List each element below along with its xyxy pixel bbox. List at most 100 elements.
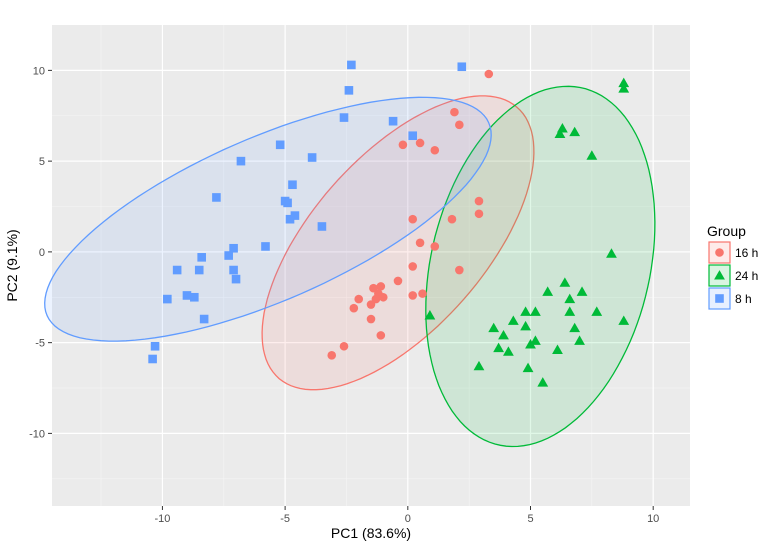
data-point-square <box>275 140 285 150</box>
data-point-circle <box>484 69 494 79</box>
data-point-triangle <box>473 360 485 371</box>
data-point-square <box>190 292 199 302</box>
legend: Group 16 h 24 h 8 h <box>707 223 758 310</box>
data-point-square <box>283 198 292 208</box>
y-tick-label: -10 <box>29 428 45 440</box>
x-tick-label: -10 <box>154 513 170 525</box>
data-point-circle <box>398 140 408 150</box>
data-point-square <box>285 214 295 224</box>
data-point-circle <box>349 303 359 313</box>
data-point-circle <box>415 238 425 248</box>
confidence-ellipse-2 <box>425 85 656 448</box>
data-point-triangle <box>520 306 531 316</box>
data-point-square <box>288 180 297 190</box>
data-point-square <box>307 153 317 162</box>
legend-marker-square <box>715 294 724 303</box>
data-point-triangle <box>569 322 581 333</box>
y-tick-label: -5 <box>35 338 45 350</box>
data-point-square <box>344 86 354 95</box>
data-point-triangle <box>503 346 514 356</box>
data-point-circle <box>418 289 427 298</box>
data-point-square <box>199 314 209 324</box>
data-point-triangle <box>537 377 549 387</box>
x-tick-label: -5 <box>280 513 290 525</box>
data-point-square <box>212 193 221 202</box>
x-axis-ticks: -10 -5 0 5 10 <box>154 506 659 525</box>
data-point-square <box>388 116 398 126</box>
confidence-ellipse-1 <box>261 95 535 391</box>
data-point-circle <box>455 265 464 275</box>
confidence-ellipse-3 <box>44 96 492 342</box>
legend-title: Group <box>707 223 746 239</box>
data-point-triangle <box>507 315 519 325</box>
data-point-triangle <box>606 248 617 258</box>
data-point-square <box>317 222 327 231</box>
y-axis-ticks: -10 -5 0 5 10 <box>29 65 52 440</box>
data-point-circle <box>474 196 484 206</box>
data-point-circle <box>430 242 440 251</box>
legend-label: 8 h <box>735 292 752 306</box>
legend-label: 16 h <box>735 246 758 260</box>
data-point-triangle <box>618 315 630 325</box>
data-point-circle <box>408 291 418 300</box>
data-points <box>148 60 630 387</box>
data-point-square <box>194 265 204 275</box>
data-point-triangle <box>564 293 576 304</box>
data-point-circle <box>366 300 376 309</box>
data-point-square <box>163 294 172 304</box>
data-point-triangle <box>493 342 504 353</box>
y-tick-label: 5 <box>39 156 45 168</box>
data-point-circle <box>447 214 457 224</box>
data-point-circle <box>430 145 440 155</box>
data-point-triangle <box>488 322 500 333</box>
data-point-triangle <box>559 277 571 287</box>
data-point-circle <box>339 341 349 351</box>
data-point-triangle <box>552 344 563 354</box>
data-point-square <box>236 156 246 166</box>
data-point-square <box>231 274 241 284</box>
data-point-circle <box>378 292 388 302</box>
data-point-circle <box>415 138 425 148</box>
y-axis-title: PC2 (9.1%) <box>4 229 20 301</box>
data-point-square <box>457 62 467 72</box>
data-point-circle <box>354 294 364 304</box>
data-point-square <box>290 211 300 220</box>
legend-item: 8 h <box>708 287 752 310</box>
data-point-circle <box>450 107 459 117</box>
minor-gridlines <box>52 25 690 506</box>
x-tick-label: 0 <box>405 513 411 525</box>
data-point-square <box>339 113 349 122</box>
data-point-triangle <box>525 339 536 349</box>
data-point-triangle <box>520 320 531 331</box>
data-point-triangle <box>586 150 598 160</box>
legend-label: 24 h <box>735 269 758 283</box>
data-point-circle <box>327 351 337 360</box>
data-point-triangle <box>576 286 588 296</box>
data-point-circle <box>408 214 418 224</box>
data-point-circle <box>474 209 484 219</box>
data-point-triangle <box>522 362 534 373</box>
data-point-circle <box>366 314 376 324</box>
data-point-square <box>197 253 206 262</box>
data-point-triangle <box>591 306 603 316</box>
data-point-triangle <box>530 335 541 345</box>
data-point-square <box>150 341 160 351</box>
data-point-square <box>408 131 418 141</box>
group-ellipses <box>44 85 656 448</box>
legend-marker-circle <box>715 248 724 257</box>
data-point-triangle <box>530 306 541 316</box>
data-point-square <box>224 251 233 260</box>
data-point-circle <box>455 120 464 130</box>
data-point-square <box>261 242 270 251</box>
data-point-square <box>148 354 157 364</box>
data-point-square <box>229 265 238 275</box>
legend-item: 16 h <box>708 241 758 264</box>
y-tick-label: 0 <box>39 247 45 259</box>
data-point-triangle <box>618 83 630 93</box>
data-point-triangle <box>498 329 509 340</box>
legend-items: 16 h 24 h 8 h <box>708 241 758 310</box>
data-point-triangle <box>424 310 436 320</box>
data-point-triangle <box>542 286 554 296</box>
legend-marker-triangle <box>714 270 725 280</box>
